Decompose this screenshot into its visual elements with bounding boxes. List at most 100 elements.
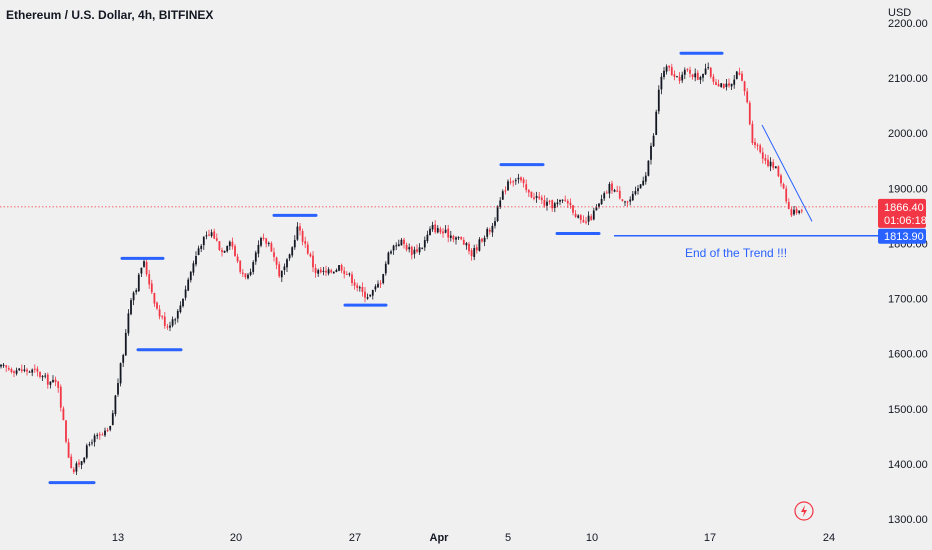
candle-body [280,270,283,278]
candle [413,246,416,259]
candle [793,206,795,216]
candle-body [340,264,343,271]
candle [213,228,216,240]
candle [564,195,567,202]
candle [36,366,39,377]
candle-body [130,300,132,315]
candle [499,197,502,210]
candle [777,165,780,178]
candle-body [309,254,312,257]
candle-body [70,456,73,469]
candle-body [96,435,99,437]
candle [600,194,603,205]
candle-body [314,267,317,273]
candle [512,179,515,187]
candle-body [439,228,442,233]
candle [179,301,182,314]
candle [572,204,574,216]
candle [678,72,681,84]
candle-body [709,67,712,77]
candle [52,375,54,383]
candle [15,367,18,376]
candle [634,186,637,196]
candle [754,138,756,149]
candle [371,289,374,300]
candle [533,192,535,201]
candle [208,229,210,237]
candle [621,198,624,202]
candle [657,85,660,115]
candle-body [525,184,528,191]
candle-body [631,193,634,201]
candle [421,247,424,250]
candle [140,267,143,277]
candle-body [377,283,379,288]
candle-body [793,209,795,215]
candle-body [442,231,444,234]
candle [366,293,369,300]
candle [345,271,348,276]
candle [169,321,171,332]
candle [226,245,229,253]
candle-body [384,263,387,274]
candle-body [574,213,577,217]
watermark-icon[interactable] [794,501,814,521]
candle [197,245,200,256]
candle [223,250,226,254]
candle-body [512,181,515,183]
candle [184,285,187,301]
candle-body [161,316,164,318]
candle-body [57,381,60,388]
candle [397,239,400,247]
candle [637,185,639,195]
candle-body [137,274,140,292]
candle-body [670,67,673,76]
candle-body [681,74,684,81]
candle [301,228,304,246]
candle-body [691,74,694,78]
candle [590,214,593,221]
candle [231,237,234,250]
candle-body [205,235,208,237]
candle-body [449,235,452,238]
candle-body [605,192,608,194]
candle [439,226,442,235]
candle [491,222,494,237]
candle-body [106,430,109,432]
y-tick-label: 2100.00 [888,73,928,85]
candle [392,244,395,255]
candle-body [699,77,702,80]
candle-body [715,82,717,85]
candle [774,166,777,169]
candle-body [215,238,218,241]
candle-body [566,200,569,204]
candle [546,197,548,211]
candle [132,291,135,306]
candle [280,270,283,283]
candle-body [18,368,21,371]
candle-body [608,184,611,194]
candle-body [548,200,551,202]
candle-body [598,203,600,207]
candle [192,260,195,276]
candle [551,199,554,212]
candle [735,70,738,80]
candle [293,235,296,250]
candle-body [49,381,52,385]
candle [85,443,88,460]
candle [488,227,491,235]
candle-body [782,184,785,189]
candle [54,376,57,387]
candle-body [647,160,650,176]
candle-body [317,270,320,274]
candle-body [93,435,96,443]
candle-body [288,254,291,259]
candle [31,368,34,377]
candle-body [244,273,247,278]
candle [187,277,190,292]
candle [587,211,590,226]
candle-body [405,244,408,250]
candle [252,260,255,275]
candle-body [390,251,392,254]
